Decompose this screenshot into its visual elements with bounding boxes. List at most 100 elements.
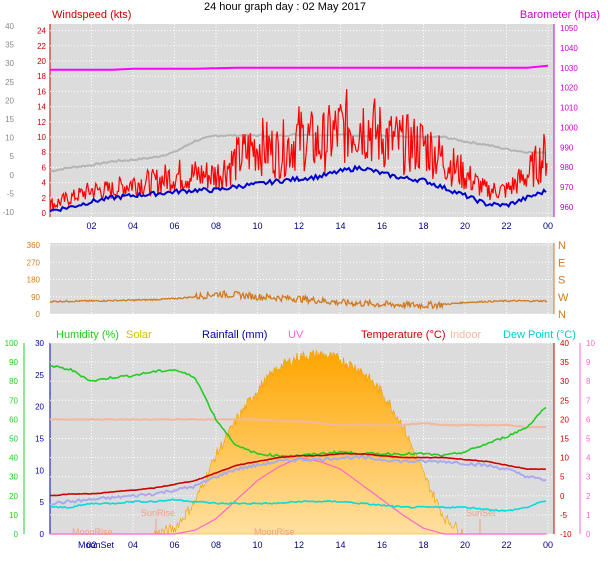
temperature-tick: 20	[560, 415, 569, 424]
temperature-tick: 15	[560, 435, 569, 444]
direction-degree-tick: 0	[36, 310, 41, 319]
windspeed-axis-title: Windspeed (kts)	[52, 9, 131, 21]
barometer-axis-title: Barometer (hpa)	[520, 9, 600, 21]
wind-outer-tick-labels: -10 -5 0 5 10 15 20 25 30 35 40	[2, 22, 14, 217]
direction-degree-tick: 90	[31, 293, 40, 302]
uv-tick: 6	[586, 415, 591, 424]
barometer-tick: 1030	[560, 64, 578, 73]
legend-solar: Solar	[126, 329, 152, 341]
outer-tick: 5	[10, 152, 15, 161]
hour-tick-label: 18	[418, 221, 428, 231]
uv-tick: 4	[586, 454, 591, 463]
hour-tick-label: 08	[211, 540, 221, 550]
direction-degree-labels: 0 90 180 270 360	[27, 241, 41, 319]
barometer-tick: 970	[560, 183, 574, 192]
uv-tick: 1	[586, 511, 591, 520]
barometer-tick: 1020	[560, 84, 578, 93]
event-sunset: SunSet	[466, 508, 496, 518]
chart-title: 24 hour graph day : 02 May 2017	[204, 1, 366, 13]
uv-tick: 10	[586, 339, 595, 348]
direction-series-line	[49, 289, 548, 311]
temperature-tick: 25	[560, 396, 569, 405]
hour-tick-label: 20	[460, 221, 470, 231]
barometer-tick: 1000	[560, 123, 578, 132]
rainfall-tick: 30	[35, 339, 44, 348]
barometer-tick: 980	[560, 163, 574, 172]
humidity-tick: 20	[9, 492, 18, 501]
barometer-tick: 990	[560, 143, 574, 152]
temperature-tick: 30	[560, 377, 569, 386]
outer-tick: 15	[5, 115, 14, 124]
hour-tick-label: 12	[294, 540, 304, 550]
windspeed-tick: 10	[37, 133, 46, 142]
humidity-tick: 70	[9, 396, 18, 405]
windspeed-tick: 14	[37, 103, 46, 112]
outer-tick: 35	[5, 41, 14, 50]
hour-tick-label: 14	[335, 540, 345, 550]
compass-label: S	[558, 275, 565, 287]
hour-tick-label: 00	[543, 221, 553, 231]
rainfall-tick: 20	[35, 403, 44, 412]
uv-tick: 7	[586, 396, 591, 405]
windspeed-tick: 2	[42, 194, 47, 203]
barometer-tick: 960	[560, 203, 574, 212]
direction-degree-tick: 360	[27, 241, 41, 250]
outer-tick: 30	[5, 59, 14, 68]
legend-indoor: Indoor	[450, 329, 482, 341]
humidity-tick: 40	[9, 454, 18, 463]
hour-tick-label: 10	[252, 540, 262, 550]
hour-tick-label: 10	[252, 221, 262, 231]
compass-label: W	[558, 292, 569, 304]
direction-panel-gridlines	[50, 243, 554, 315]
legend-dewpoint: Dew Point (°C)	[503, 329, 576, 341]
wind-direction-line	[49, 289, 548, 311]
temperature-tick: -5	[560, 511, 568, 520]
temperature-tick: 0	[560, 492, 565, 501]
hour-tick-label: 08	[211, 221, 221, 231]
windspeed-tick: 16	[37, 87, 46, 96]
outer-tick: 20	[5, 96, 14, 105]
event-moonset: MoonSet	[78, 540, 115, 550]
wind-hour-tick-labels: 02 04 06 08 10 12 14 16 18 20 22 00	[86, 221, 553, 231]
outer-tick: 10	[5, 134, 14, 143]
direction-panel-background	[50, 243, 554, 314]
humidity-tick: 100	[5, 339, 19, 348]
windspeed-tick: 22	[37, 42, 46, 51]
sun-moon-events: MoonRise SunRise MoonRise SunSet MoonSet	[72, 508, 496, 550]
uv-tick: 9	[586, 358, 591, 367]
apparent-temperature-line	[49, 454, 547, 506]
windspeed-tick: 18	[37, 72, 46, 81]
legend-rainfall: Rainfall (mm)	[202, 329, 267, 341]
indoor-temperature-line	[49, 417, 546, 429]
event-moonrise-2: MoonRise	[254, 527, 295, 537]
outer-tick: 40	[5, 22, 14, 31]
hour-tick-label: 04	[128, 221, 138, 231]
rainfall-tick: 0	[40, 530, 45, 539]
barometer-tick: 1050	[560, 24, 578, 33]
hour-tick-label: 12	[294, 221, 304, 231]
uv-tick: 5	[586, 435, 591, 444]
wind-average-line	[49, 164, 547, 213]
windspeed-tick: 20	[37, 57, 46, 66]
barometer-line	[50, 64, 549, 71]
outer-tick: 0	[10, 171, 15, 180]
direction-degree-tick: 180	[27, 276, 41, 285]
windspeed-tick: 12	[37, 118, 46, 127]
humidity-tick: 30	[9, 473, 18, 482]
rainfall-tick: 5	[40, 498, 45, 507]
uv-tick: 3	[586, 473, 591, 482]
hour-tick-label: 22	[501, 540, 511, 550]
windspeed-tick: 0	[42, 209, 47, 218]
temperature-tick: 35	[560, 358, 569, 367]
temperature-tick: 40	[560, 339, 569, 348]
temperature-tick-labels: -10 -5 0 5 10 15 20 25 30 35 40	[560, 339, 572, 539]
barometer-tick: 1040	[560, 44, 578, 53]
compass-label: N	[558, 309, 566, 321]
hour-tick-label: 16	[377, 540, 387, 550]
compass-label: E	[558, 257, 565, 269]
gust-trend-line	[49, 133, 547, 173]
hour-tick-label: 14	[335, 221, 345, 231]
